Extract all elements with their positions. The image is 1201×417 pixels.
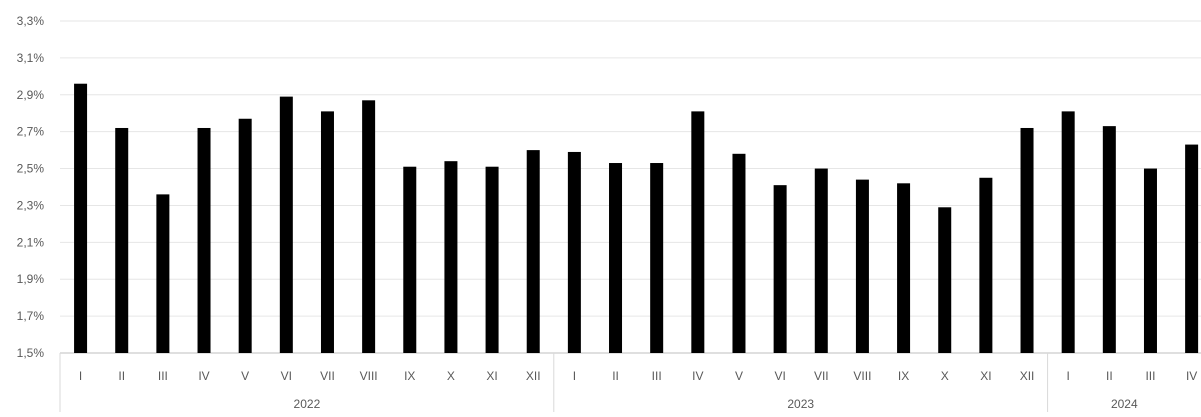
x-tick-label: II xyxy=(1106,369,1113,383)
bar xyxy=(732,153,746,353)
bar xyxy=(156,194,170,353)
x-tick-label: VII xyxy=(320,369,335,383)
x-tick-label: IV xyxy=(198,369,209,383)
x-tick-label: VIII xyxy=(360,369,378,383)
bar xyxy=(362,100,376,353)
group-label: 2023 xyxy=(787,397,814,411)
x-tick-label: IX xyxy=(404,369,415,383)
x-tick-label: II xyxy=(118,369,125,383)
x-tick-label: XII xyxy=(1020,369,1035,383)
x-tick-label: VI xyxy=(774,369,785,383)
y-tick-label: 3,3% xyxy=(17,14,45,28)
bar xyxy=(609,163,623,353)
bar xyxy=(567,151,581,353)
bar xyxy=(238,118,252,353)
x-tick-label: I xyxy=(573,369,576,383)
y-tick-label: 2,1% xyxy=(17,235,45,249)
bar xyxy=(197,127,211,353)
y-tick-label: 1,9% xyxy=(17,272,45,286)
bar xyxy=(320,111,334,353)
x-tick-label: V xyxy=(735,369,743,383)
x-tick-label: V xyxy=(241,369,249,383)
x-tick-label: IV xyxy=(692,369,703,383)
y-tick-label: 2,7% xyxy=(17,125,45,139)
x-tick-label: IV xyxy=(1186,369,1197,383)
bar xyxy=(938,207,952,353)
bar xyxy=(526,150,540,353)
x-tick-label: III xyxy=(652,369,662,383)
x-tick-label: I xyxy=(1067,369,1070,383)
x-tick-label: II xyxy=(612,369,619,383)
bar xyxy=(1185,144,1199,353)
x-tick-label: III xyxy=(1145,369,1155,383)
x-tick-label: XI xyxy=(980,369,991,383)
bar xyxy=(855,179,869,353)
bar xyxy=(650,163,664,353)
bar xyxy=(279,96,293,353)
bar xyxy=(1020,127,1034,353)
y-tick-label: 3,1% xyxy=(17,51,45,65)
x-tick-label: VIII xyxy=(853,369,871,383)
y-tick-label: 1,5% xyxy=(17,346,45,360)
x-tick-label: VI xyxy=(281,369,292,383)
x-tick-label: I xyxy=(79,369,82,383)
y-tick-label: 2,5% xyxy=(17,162,45,176)
bar xyxy=(814,168,828,353)
bar xyxy=(485,166,499,353)
y-tick-label: 1,7% xyxy=(17,309,45,323)
y-tick-label: 2,3% xyxy=(17,198,45,212)
bar xyxy=(1061,111,1075,353)
x-tick-label: XI xyxy=(486,369,497,383)
y-tick-label: 2,9% xyxy=(17,88,45,102)
group-label: 2022 xyxy=(294,397,321,411)
x-tick-label: III xyxy=(158,369,168,383)
x-tick-label: IX xyxy=(898,369,909,383)
x-tick-label: XII xyxy=(526,369,541,383)
bar xyxy=(444,161,458,353)
bar xyxy=(897,183,911,353)
group-label: 2024 xyxy=(1111,397,1138,411)
bar xyxy=(115,127,129,353)
bar xyxy=(1143,168,1157,353)
bar xyxy=(403,166,417,353)
bar xyxy=(1102,126,1116,353)
x-tick-label: VII xyxy=(814,369,829,383)
bar xyxy=(74,83,88,353)
bar xyxy=(773,185,787,353)
bar xyxy=(691,111,705,353)
bar xyxy=(979,177,993,353)
x-tick-label: X xyxy=(941,369,949,383)
x-tick-label: X xyxy=(447,369,455,383)
